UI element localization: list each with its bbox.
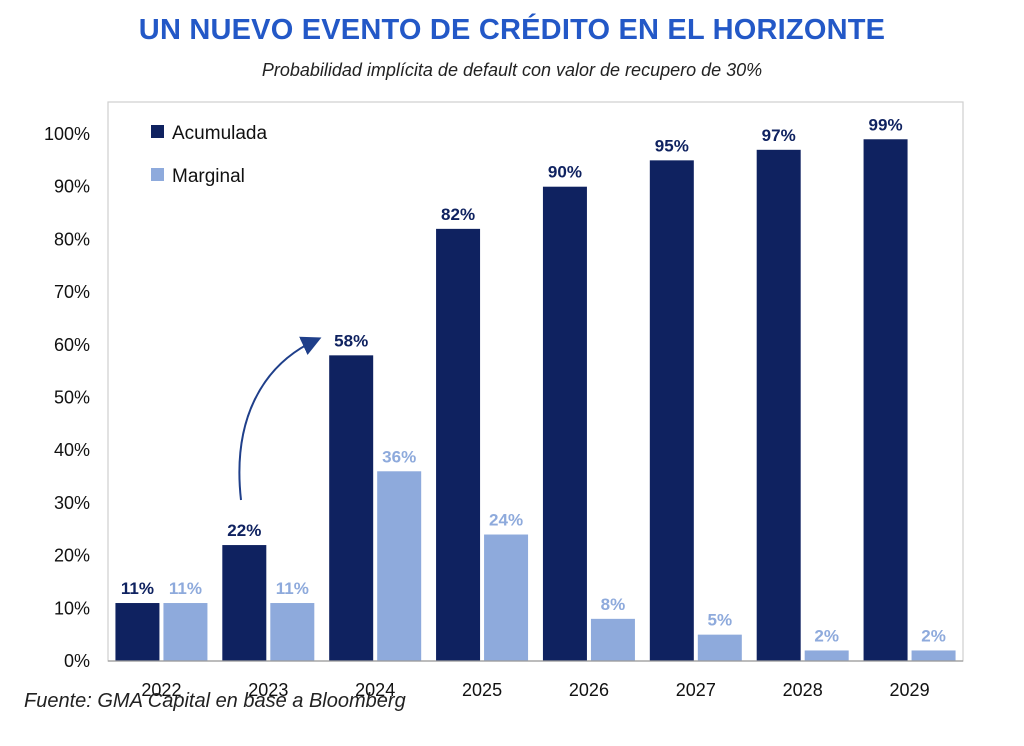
bar-acumulada-2027 xyxy=(649,160,694,661)
bar-acumulada-2026 xyxy=(542,186,587,661)
x-axis: 2022 2023 2024 2025 2026 2027 2028 2029 xyxy=(141,680,929,700)
bars-group: 11% 11% 22% 11% 58% 36% 82% 24% 90% 8% 95% 5% 97% 2% 9… xyxy=(115,115,956,662)
bar-marginal-2028 xyxy=(804,650,849,661)
y-tick-label: 70% xyxy=(54,282,90,302)
bar-marginal-2024 xyxy=(377,471,422,661)
data-label-marginal-2028: 2% xyxy=(814,626,839,645)
legend-swatch-marginal xyxy=(151,168,164,181)
legend: Acumulada Marginal xyxy=(151,123,267,187)
y-tick-label: 0% xyxy=(64,651,90,671)
y-tick-label: 20% xyxy=(54,546,90,566)
x-tick-label: 2027 xyxy=(676,680,716,700)
data-label-acumulada-2026: 90% xyxy=(548,163,582,182)
bar-acumulada-2028 xyxy=(756,149,801,661)
x-tick-label: 2022 xyxy=(141,680,181,700)
y-tick-label: 60% xyxy=(54,335,90,355)
y-tick-label: 30% xyxy=(54,493,90,513)
bar-acumulada-2024 xyxy=(329,355,374,661)
y-tick-label: 100% xyxy=(44,124,90,144)
legend-label-acumulada: Acumulada xyxy=(172,123,267,144)
data-label-marginal-2027: 5% xyxy=(708,611,733,630)
data-label-acumulada-2024: 58% xyxy=(334,331,368,350)
y-axis: 0% 10% 20% 30% 40% 50% 60% 70% 80% 90% 100% xyxy=(44,124,90,671)
legend-swatch-acumulada xyxy=(151,125,164,138)
data-label-acumulada-2022: 11% xyxy=(121,579,154,598)
bar-marginal-2029 xyxy=(911,650,956,661)
legend-label-marginal: Marginal xyxy=(172,166,245,187)
x-tick-label: 2024 xyxy=(355,680,395,700)
data-label-acumulada-2027: 95% xyxy=(655,136,689,155)
y-tick-label: 50% xyxy=(54,388,90,408)
data-label-marginal-2023: 11% xyxy=(276,579,309,598)
bar-marginal-2025 xyxy=(484,534,529,661)
bar-marginal-2026 xyxy=(590,618,635,661)
data-label-marginal-2025: 24% xyxy=(489,511,523,530)
x-tick-label: 2026 xyxy=(569,680,609,700)
x-tick-label: 2025 xyxy=(462,680,502,700)
bar-acumulada-2029 xyxy=(863,139,908,661)
bar-acumulada-2025 xyxy=(436,228,481,662)
data-label-marginal-2022: 11% xyxy=(169,579,202,598)
y-tick-label: 40% xyxy=(54,440,90,460)
bar-acumulada-2022 xyxy=(115,603,160,661)
y-tick-label: 80% xyxy=(54,229,90,249)
bar-marginal-2027 xyxy=(697,634,742,661)
x-tick-label: 2028 xyxy=(783,680,823,700)
data-label-acumulada-2025: 82% xyxy=(441,205,475,224)
data-label-acumulada-2028: 97% xyxy=(762,126,796,145)
trend-arrow xyxy=(238,336,322,501)
bar-acumulada-2023 xyxy=(222,545,267,661)
source-note: Fuente: GMA Capital en base a Bloomberg xyxy=(24,690,406,712)
data-label-marginal-2029: 2% xyxy=(921,626,946,645)
chart-title: UN NUEVO EVENTO DE CRÉDITO EN EL HORIZON… xyxy=(138,14,886,46)
data-label-acumulada-2029: 99% xyxy=(869,115,903,134)
bar-marginal-2023 xyxy=(270,603,315,661)
data-label-acumulada-2023: 22% xyxy=(227,521,261,540)
y-tick-label: 10% xyxy=(54,598,90,618)
chart-subtitle: Probabilidad implícita de default con va… xyxy=(261,60,763,80)
data-label-marginal-2026: 8% xyxy=(601,595,626,614)
data-label-marginal-2024: 36% xyxy=(382,447,416,466)
y-tick-label: 90% xyxy=(54,177,90,197)
x-tick-label: 2023 xyxy=(248,680,288,700)
bar-marginal-2022 xyxy=(163,603,208,661)
x-tick-label: 2029 xyxy=(890,680,930,700)
